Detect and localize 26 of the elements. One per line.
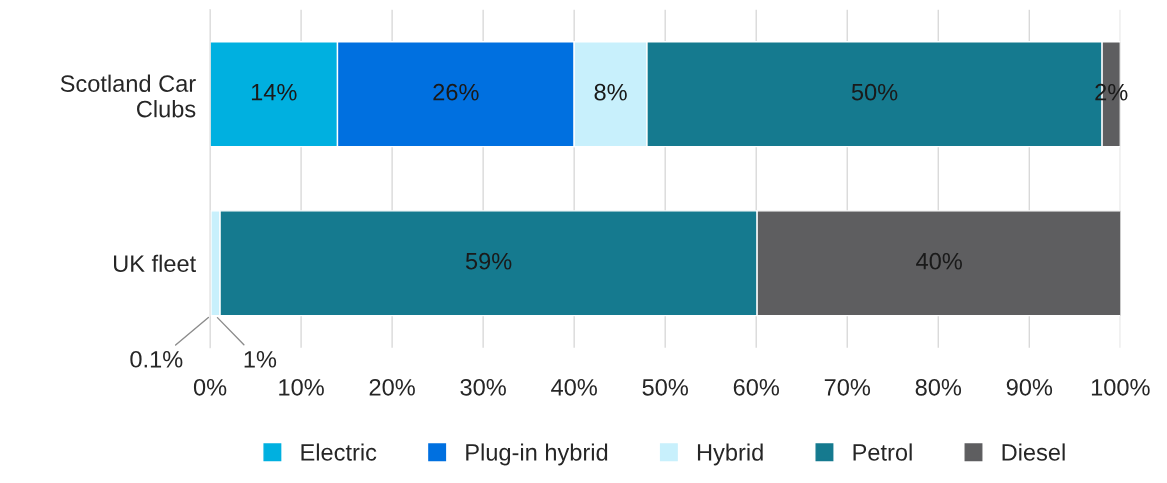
legend-label: Electric (301, 443, 377, 461)
data-label: 40% (916, 252, 962, 270)
x-tick-label: 10% (279, 378, 324, 396)
x-tick-label: 70% (824, 378, 871, 396)
x-tick-label: 30% (460, 378, 506, 396)
data-label: 0.1% (130, 350, 183, 368)
data-label: 59% (465, 252, 512, 270)
data-label: 50% (851, 83, 898, 101)
data-label: 8% (594, 83, 627, 101)
y-tick-label: Scotland Car Clubs (60, 74, 196, 118)
x-tick-label: 0% (193, 378, 227, 396)
x-tick-label: 60% (733, 378, 780, 396)
x-tick-label: 80% (915, 378, 962, 396)
x-tick-label: 90% (1006, 378, 1053, 396)
x-tick-label: 50% (642, 378, 688, 396)
legend-label: Hybrid (697, 443, 763, 466)
data-label: 14% (251, 83, 297, 101)
x-tick-label: 100% (1091, 378, 1150, 396)
y-tick-label: UK fleet (114, 254, 196, 273)
legend-label: Plug-in hybrid (466, 443, 608, 466)
data-label: 26% (433, 83, 479, 101)
x-tick-label: 40% (551, 378, 597, 396)
data-label: 1% (244, 351, 277, 368)
legend-label: Petrol (853, 443, 912, 461)
x-tick-label: 20% (369, 378, 415, 396)
legend-label: Diesel (1002, 443, 1065, 461)
